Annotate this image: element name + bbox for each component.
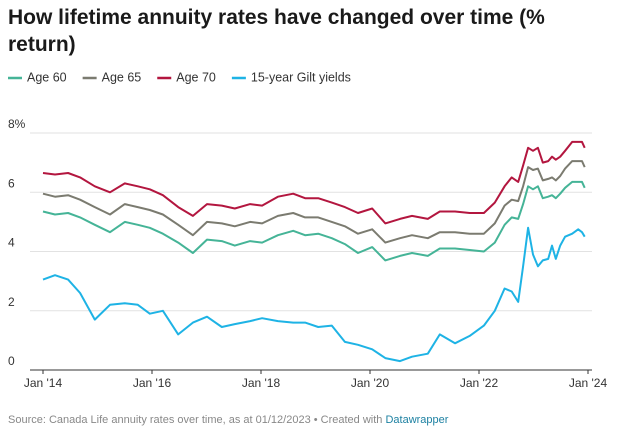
chart-title: How lifetime annuity rates have changed … [8,6,545,56]
y-tick-label: 0 [8,354,15,368]
x-tick-label: Jan '22 [460,376,499,390]
series-line [42,140,586,225]
source-text: Source: Canada Life annuity rates over t… [8,414,385,426]
x-tick-label: Jan '18 [242,376,281,390]
credit-link[interactable]: Datawrapper [385,414,448,426]
x-tick-label: Jan '20 [351,376,390,390]
series-line [42,226,586,363]
source: Source: Canada Life annuity rates over t… [8,414,449,426]
y-tick-label: 8% [8,117,26,131]
x-tick-label: Jan '14 [24,376,63,390]
series-line [42,160,586,244]
y-tick-label: 2 [8,295,15,309]
legend-label: Age 70 [176,70,216,84]
legend-label: 15-year Gilt yields [251,70,351,84]
y-tick-label: 6 [8,176,15,190]
series-line [42,180,586,262]
x-tick-label: Jan '24 [569,376,608,390]
x-tick-label: Jan '16 [133,376,172,390]
legend-label: Age 60 [27,70,67,84]
legend-label: Age 65 [102,70,142,84]
y-tick-label: 4 [8,236,15,250]
